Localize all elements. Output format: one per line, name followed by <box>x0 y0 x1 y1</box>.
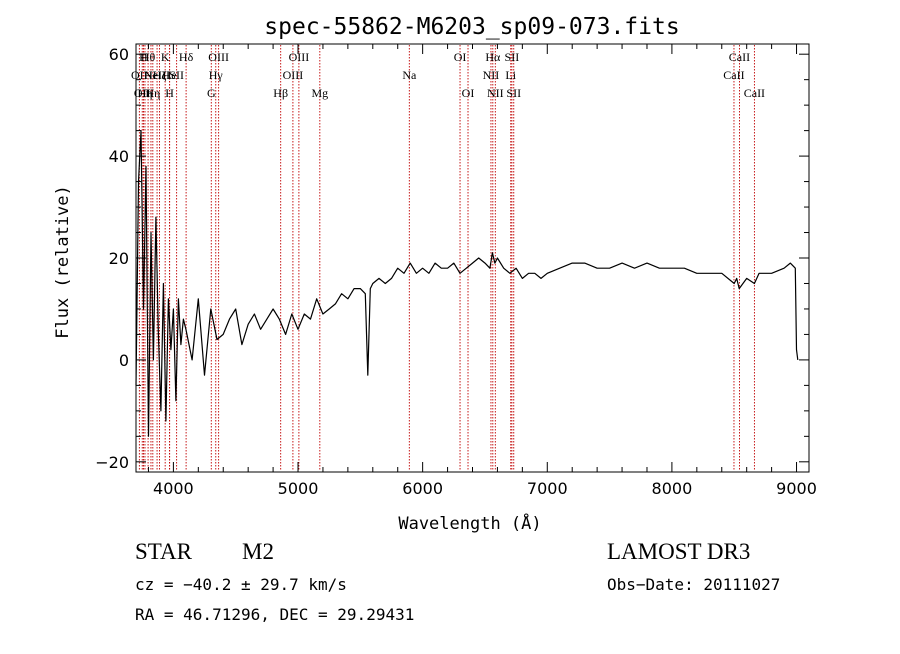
line-marker-label: Mg <box>311 86 328 100</box>
x-tick-label: 8000 <box>652 479 693 498</box>
object-subclass: M2 <box>242 539 274 564</box>
x-tick-label: 6000 <box>402 479 443 498</box>
y-tick-label: −20 <box>95 453 129 472</box>
object-class: STAR <box>135 539 192 564</box>
line-marker-label: SII <box>169 68 184 82</box>
line-marker-label: CaII <box>723 68 744 82</box>
line-marker-label: OI <box>462 86 475 100</box>
x-tick-label: 7000 <box>527 479 568 498</box>
line-marker-label: Hζ <box>153 68 167 82</box>
survey-name: LAMOST DR3 <box>607 539 751 564</box>
line-marker-label: H <box>139 50 148 64</box>
y-axis-label: Flux (relative) <box>53 185 73 339</box>
line-marker-label: He <box>163 68 177 82</box>
line-marker-label: Hη <box>145 86 160 100</box>
series-group <box>135 130 799 437</box>
line-marker-label: OIII <box>289 50 310 64</box>
redshift-cz: cz = −40.2 ± 29.7 km/s <box>135 575 347 594</box>
line-marker-label: Hγ <box>209 68 224 82</box>
axes-group: 4000 5000 6000 7000 8000 9000 60 40 20 0 −20 <box>95 43 817 498</box>
y-tick-label: 20 <box>109 249 129 268</box>
line-marker-label: He <box>144 68 158 82</box>
line-marker-label: Hθ <box>141 50 156 64</box>
line-marker-label: SII <box>505 50 520 64</box>
line-marker-labels: OIIOIIHHηHθHeHηNeIIIHζKHHeSIIHδGHγOIIIHβ… <box>131 50 765 100</box>
x-axis-label: Wavelength (Å) <box>398 512 541 534</box>
plot-frame <box>135 43 810 473</box>
line-marker-label: Na <box>402 68 417 82</box>
line-marker-label: OII <box>134 86 151 100</box>
line-marker-label: NII <box>483 68 500 82</box>
line-marker-label: H <box>165 86 174 100</box>
line-marker-label: OIII <box>283 68 304 82</box>
line-marker-label: CaII <box>744 86 765 100</box>
line-marker-label: Li <box>505 68 516 82</box>
y-tick-label: 60 <box>109 45 129 64</box>
line-marker-label: G <box>207 86 216 100</box>
line-marker-label: Hη <box>137 86 152 100</box>
line-marker-label: Hβ <box>273 86 288 100</box>
chart-title: spec-55862-M6203_sp09-073.fits <box>264 14 679 40</box>
line-marker-label: NeIII <box>144 68 170 82</box>
x-tick-label: 4000 <box>153 479 194 498</box>
x-tick-label: 5000 <box>278 479 319 498</box>
spectrum-line <box>135 130 799 437</box>
line-marker-label: Hδ <box>179 50 194 64</box>
line-marker-label: Hα <box>485 50 501 64</box>
line-marker-label: OIII <box>208 50 229 64</box>
line-marker-label: CaII <box>729 50 750 64</box>
line-marker-label: SII <box>506 86 521 100</box>
line-marker-lines <box>138 45 755 471</box>
y-tick-label: 40 <box>109 147 129 166</box>
line-marker-label: OI <box>454 50 467 64</box>
obs-date: Obs−Date: 20111027 <box>607 575 781 594</box>
x-tick-label: 9000 <box>776 479 817 498</box>
line-marker-label: K <box>161 50 170 64</box>
y-tick-label: 0 <box>119 351 129 370</box>
line-marker-label: OII <box>131 68 148 82</box>
ra-dec-coordinates: RA = 46.71296, DEC = 29.29431 <box>135 605 415 624</box>
line-marker-label: NII <box>487 86 504 100</box>
